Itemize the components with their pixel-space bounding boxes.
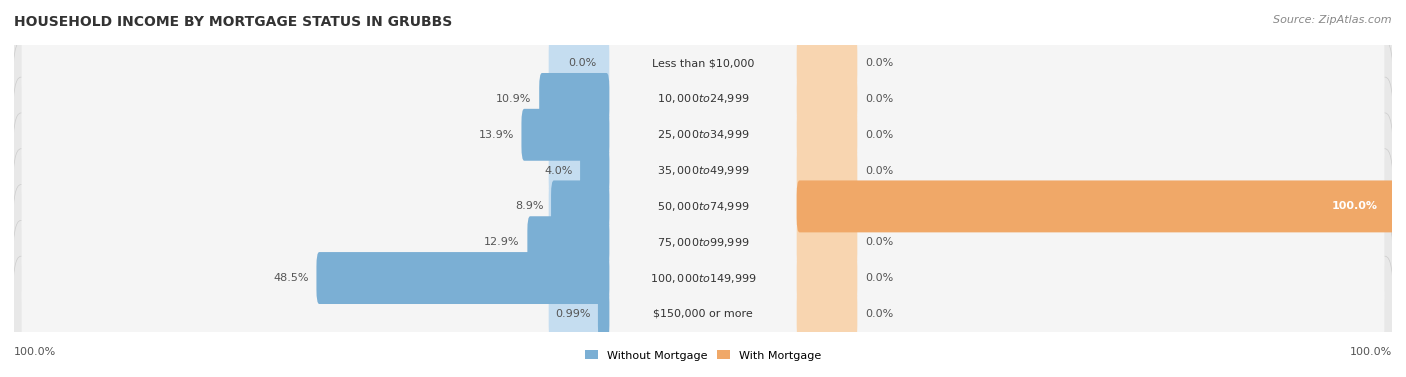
FancyBboxPatch shape: [13, 77, 1393, 192]
Text: HOUSEHOLD INCOME BY MORTGAGE STATUS IN GRUBBS: HOUSEHOLD INCOME BY MORTGAGE STATUS IN G…: [14, 15, 453, 29]
Text: Less than $10,000: Less than $10,000: [652, 58, 754, 68]
FancyBboxPatch shape: [13, 6, 1393, 121]
FancyBboxPatch shape: [21, 161, 1385, 252]
FancyBboxPatch shape: [540, 73, 609, 125]
Text: 10.9%: 10.9%: [496, 94, 531, 104]
Text: 0.0%: 0.0%: [865, 130, 893, 140]
Legend: Without Mortgage, With Mortgage: Without Mortgage, With Mortgage: [585, 350, 821, 360]
FancyBboxPatch shape: [548, 73, 609, 125]
FancyBboxPatch shape: [13, 149, 1393, 264]
FancyBboxPatch shape: [527, 216, 609, 268]
FancyBboxPatch shape: [551, 181, 609, 232]
Text: $35,000 to $49,999: $35,000 to $49,999: [657, 164, 749, 177]
FancyBboxPatch shape: [548, 181, 609, 232]
FancyBboxPatch shape: [21, 197, 1385, 288]
FancyBboxPatch shape: [548, 145, 609, 196]
FancyBboxPatch shape: [548, 216, 609, 268]
Text: $150,000 or more: $150,000 or more: [654, 309, 752, 319]
Text: 4.0%: 4.0%: [544, 166, 572, 176]
FancyBboxPatch shape: [13, 221, 1393, 336]
Text: $100,000 to $149,999: $100,000 to $149,999: [650, 271, 756, 285]
FancyBboxPatch shape: [13, 185, 1393, 300]
Text: 0.0%: 0.0%: [568, 58, 596, 68]
Text: $25,000 to $34,999: $25,000 to $34,999: [657, 128, 749, 141]
Text: 100.0%: 100.0%: [1331, 201, 1378, 211]
Text: 0.0%: 0.0%: [865, 309, 893, 319]
Text: 48.5%: 48.5%: [273, 273, 309, 283]
Text: 0.0%: 0.0%: [865, 58, 893, 68]
FancyBboxPatch shape: [13, 113, 1393, 228]
Text: 100.0%: 100.0%: [14, 347, 56, 357]
FancyBboxPatch shape: [21, 233, 1385, 323]
FancyBboxPatch shape: [797, 37, 858, 89]
FancyBboxPatch shape: [797, 109, 858, 161]
FancyBboxPatch shape: [21, 54, 1385, 144]
FancyBboxPatch shape: [548, 109, 609, 161]
FancyBboxPatch shape: [522, 109, 609, 161]
Text: Source: ZipAtlas.com: Source: ZipAtlas.com: [1274, 15, 1392, 25]
FancyBboxPatch shape: [548, 288, 609, 340]
Text: 0.99%: 0.99%: [555, 309, 591, 319]
Text: 0.0%: 0.0%: [865, 273, 893, 283]
FancyBboxPatch shape: [797, 145, 858, 196]
Text: 0.0%: 0.0%: [865, 94, 893, 104]
FancyBboxPatch shape: [797, 216, 858, 268]
FancyBboxPatch shape: [581, 145, 609, 196]
FancyBboxPatch shape: [797, 288, 858, 340]
Text: 0.0%: 0.0%: [865, 166, 893, 176]
FancyBboxPatch shape: [548, 252, 609, 304]
Text: $10,000 to $24,999: $10,000 to $24,999: [657, 92, 749, 106]
Text: 8.9%: 8.9%: [515, 201, 544, 211]
FancyBboxPatch shape: [21, 125, 1385, 216]
Text: 12.9%: 12.9%: [484, 237, 520, 247]
FancyBboxPatch shape: [797, 181, 858, 232]
FancyBboxPatch shape: [797, 252, 858, 304]
FancyBboxPatch shape: [598, 288, 609, 340]
FancyBboxPatch shape: [21, 18, 1385, 109]
Text: $50,000 to $74,999: $50,000 to $74,999: [657, 200, 749, 213]
FancyBboxPatch shape: [797, 73, 858, 125]
Text: $75,000 to $99,999: $75,000 to $99,999: [657, 236, 749, 249]
FancyBboxPatch shape: [316, 252, 609, 304]
FancyBboxPatch shape: [13, 41, 1393, 156]
FancyBboxPatch shape: [21, 268, 1385, 359]
FancyBboxPatch shape: [13, 256, 1393, 371]
FancyBboxPatch shape: [548, 37, 609, 89]
Text: 13.9%: 13.9%: [478, 130, 513, 140]
Text: 100.0%: 100.0%: [1350, 347, 1392, 357]
FancyBboxPatch shape: [797, 181, 1395, 232]
Text: 0.0%: 0.0%: [865, 237, 893, 247]
FancyBboxPatch shape: [21, 89, 1385, 180]
